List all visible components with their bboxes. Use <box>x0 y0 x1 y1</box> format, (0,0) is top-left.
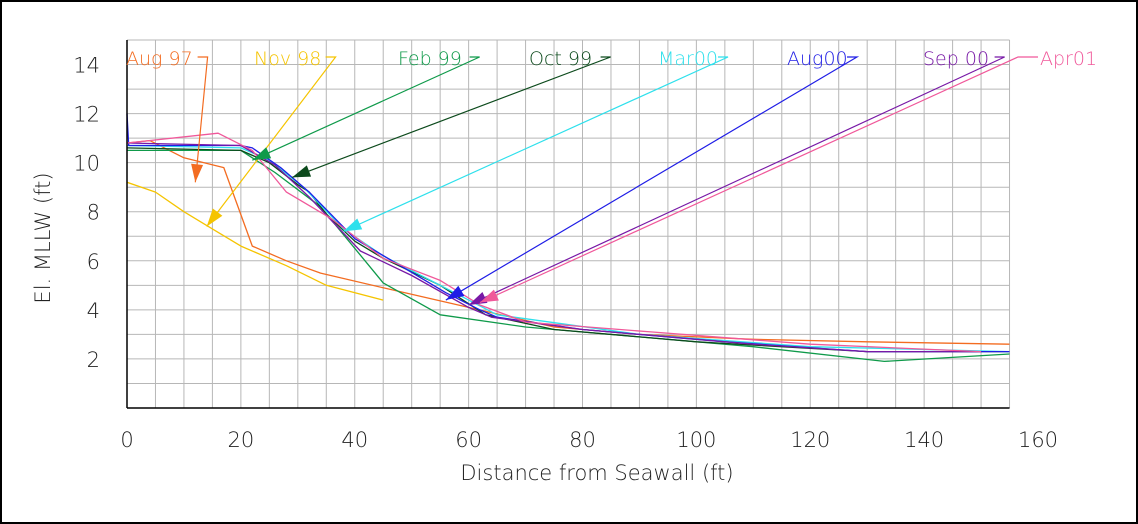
x-tick-label: 160 <box>1018 428 1058 452</box>
y-tick-label: 14 <box>73 54 100 78</box>
y-tick-label: 6 <box>87 250 100 274</box>
series-line-4 <box>126 147 1010 353</box>
legend-arrowhead-2 <box>206 208 223 227</box>
x-tick-label: 0 <box>120 428 133 452</box>
x-tick-label: 40 <box>341 428 368 452</box>
legend-label-1: Aug 97 <box>126 48 193 70</box>
legend-leader-4 <box>291 56 611 178</box>
legend-arrowhead-3 <box>252 147 272 161</box>
axes: 0 20 40 60 80 100 120 140 160 2 4 6 8 10 12 14 <box>73 40 1058 452</box>
legend-leader-6 <box>445 56 860 301</box>
y-tick-label: 4 <box>87 299 100 323</box>
legend-arrowhead-6 <box>445 285 465 301</box>
legend-label-6: Aug00 <box>787 48 848 70</box>
legend-label-4: Oct 99 <box>529 48 592 70</box>
legend-leader-2 <box>206 56 337 227</box>
legend-arrowhead-5 <box>343 218 363 232</box>
y-tick-label: 10 <box>73 152 100 176</box>
legend-label-8: Apr01 <box>1040 48 1097 70</box>
legend-label-7: Sep 00 <box>923 48 989 70</box>
x-tick-label: 120 <box>790 428 830 452</box>
legend-label-5: Mar00 <box>658 48 718 70</box>
legend-arrowhead-4 <box>292 165 312 178</box>
legend-label-3: Feb 99 <box>398 48 462 70</box>
legend-arrowhead-8 <box>480 289 499 303</box>
legend-leader-7 <box>468 56 1005 306</box>
legend-leader-8 <box>479 56 1038 304</box>
series-layer <box>126 113 1010 363</box>
x-tick-label: 80 <box>569 428 596 452</box>
legend-leader-1 <box>194 56 209 183</box>
x-axis-title: Distance from Seawall (ft) <box>460 461 733 485</box>
x-tick-label: 100 <box>676 428 716 452</box>
y-axis-title: El. MLLW (ft) <box>31 172 55 303</box>
legend-arrowhead-1 <box>191 163 204 183</box>
y-tick-label: 8 <box>87 201 100 225</box>
x-tick-label: 140 <box>904 428 944 452</box>
series-line-8 <box>126 132 982 353</box>
x-tick-label: 60 <box>455 428 482 452</box>
series-line-7 <box>126 142 982 353</box>
x-tick-label: 20 <box>228 428 255 452</box>
legend-label-2: Nov 98 <box>254 48 321 70</box>
legend-leader-3 <box>252 56 480 161</box>
y-tick-label: 12 <box>73 103 100 127</box>
legend: Aug 97 Nov 98 Feb 99 Oct 99 Mar00 Aug00 Sep 00… <box>126 48 1097 306</box>
series-line-2 <box>126 181 384 301</box>
legend-leader-5 <box>343 56 729 232</box>
y-tick-label: 2 <box>87 348 100 372</box>
